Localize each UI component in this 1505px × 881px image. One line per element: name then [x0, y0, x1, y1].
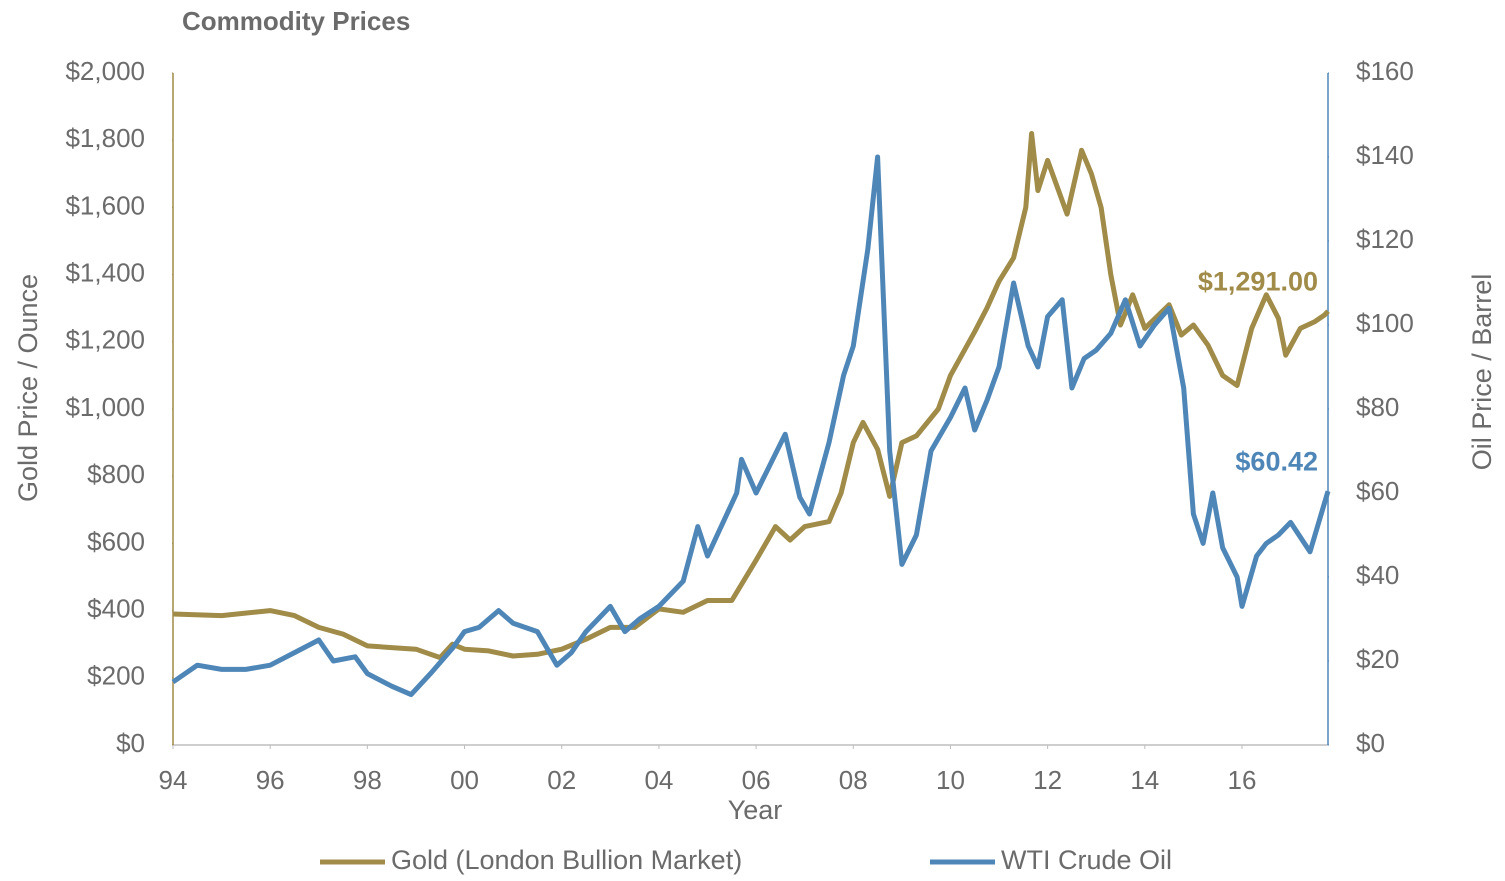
end-label: $1,291.00: [1198, 266, 1318, 296]
y-tick-label: $200: [87, 661, 145, 691]
y-tick-label: $600: [87, 526, 145, 556]
y-tick-label: $2,000: [65, 56, 145, 86]
series-line: [172, 131, 1330, 661]
legend-label: WTI Crude Oil: [1001, 845, 1172, 875]
y-tick-label: $1,800: [65, 123, 145, 153]
x-tick-label: 02: [547, 765, 576, 795]
y-tick-label: $0: [116, 728, 145, 758]
y2-axis-label: Oil Price / Barrel: [1467, 274, 1497, 471]
x-tick-label: 10: [936, 765, 965, 795]
y2-tick-label: $140: [1356, 140, 1414, 170]
x-tick-label: 04: [644, 765, 673, 795]
end-label: $60.42: [1235, 446, 1318, 476]
x-tick-label: 98: [353, 765, 382, 795]
y2-tick-label: $60: [1356, 476, 1399, 506]
x-tick-label: 12: [1033, 765, 1062, 795]
y-tick-label: $1,000: [65, 392, 145, 422]
x-tick-label: 14: [1130, 765, 1159, 795]
legend-label: Gold (London Bullion Market): [391, 845, 742, 875]
y2-tick-label: $120: [1356, 224, 1414, 254]
x-tick-label: 08: [839, 765, 868, 795]
y-axis-label: Gold Price / Ounce: [13, 274, 43, 502]
y2-tick-label: $0: [1356, 728, 1385, 758]
y-tick-label: $800: [87, 459, 145, 489]
chart-title: Commodity Prices: [182, 6, 410, 36]
y2-tick-label: $160: [1356, 56, 1414, 86]
x-tick-label: 06: [742, 765, 771, 795]
x-axis-label: Year: [728, 795, 783, 825]
x-tick-label: 16: [1228, 765, 1257, 795]
y-tick-label: $1,600: [65, 190, 145, 220]
y2-tick-label: $20: [1356, 644, 1399, 674]
x-tick-label: 00: [450, 765, 479, 795]
series-line: [171, 154, 1331, 698]
y-tick-label: $400: [87, 593, 145, 623]
x-tick-label: 94: [159, 765, 188, 795]
y2-tick-label: $40: [1356, 560, 1399, 590]
x-tick-label: 96: [256, 765, 285, 795]
y-tick-label: $1,200: [65, 325, 145, 355]
y-tick-label: $1,400: [65, 257, 145, 287]
y2-tick-label: $80: [1356, 392, 1399, 422]
y2-tick-label: $100: [1356, 308, 1414, 338]
